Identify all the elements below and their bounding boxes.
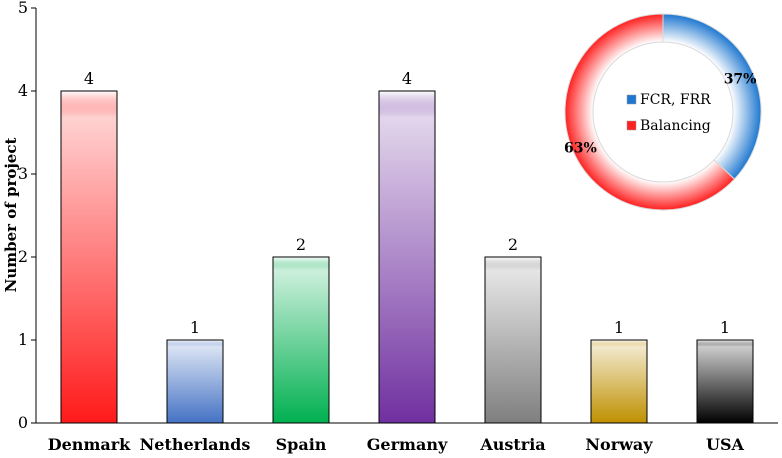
y-tick-label: 2 <box>18 247 28 266</box>
bar-data-label: 1 <box>720 318 730 337</box>
category-label: Germany <box>367 435 448 454</box>
bar-usa <box>696 339 754 424</box>
y-tick-label: 0 <box>18 413 28 432</box>
legend-swatch <box>626 120 637 131</box>
donut-percent-label: 37% <box>724 72 757 88</box>
bar-data-label: 2 <box>296 235 306 254</box>
bar-data-label: 4 <box>402 69 412 88</box>
bar-austria <box>484 256 542 424</box>
category-label: Austria <box>479 435 545 454</box>
legend-swatch <box>626 94 637 105</box>
bar-norway <box>590 339 648 424</box>
y-tick-label: 1 <box>18 330 28 349</box>
category-label: Spain <box>276 435 327 454</box>
bar-data-label: 1 <box>190 318 200 337</box>
category-label: USA <box>706 435 745 454</box>
data-label-group: 4 1 2 4 2 1 1 <box>84 69 730 337</box>
bar-spain <box>272 256 330 424</box>
category-label: Denmark <box>48 435 131 454</box>
category-label-group: Denmark Netherlands Spain Germany Austria Nor… <box>48 435 745 454</box>
legend-label: FCR, FRR <box>640 92 711 108</box>
y-axis-title: Number of project <box>2 138 20 293</box>
donut-slice-balancing <box>564 13 736 211</box>
category-label: Norway <box>585 435 653 454</box>
bar-data-label: 4 <box>84 69 94 88</box>
bar-data-label: 2 <box>508 235 518 254</box>
y-tick-label: 3 <box>18 164 28 183</box>
bar-group <box>60 90 754 424</box>
y-tick-label: 5 <box>18 0 28 17</box>
donut-chart: 37% 63% FCR, FRR Balancing <box>564 13 762 211</box>
category-label: Netherlands <box>140 435 251 454</box>
legend-label: Balancing <box>640 118 711 134</box>
y-tick-label: 4 <box>18 81 28 100</box>
bar-denmark <box>60 90 118 424</box>
bar-germany <box>378 90 436 424</box>
y-tick-group: 0 1 2 3 4 5 <box>18 0 36 432</box>
donut-percent-label: 63% <box>564 141 597 157</box>
bar-netherlands <box>166 339 224 424</box>
bar-data-label: 1 <box>614 318 624 337</box>
